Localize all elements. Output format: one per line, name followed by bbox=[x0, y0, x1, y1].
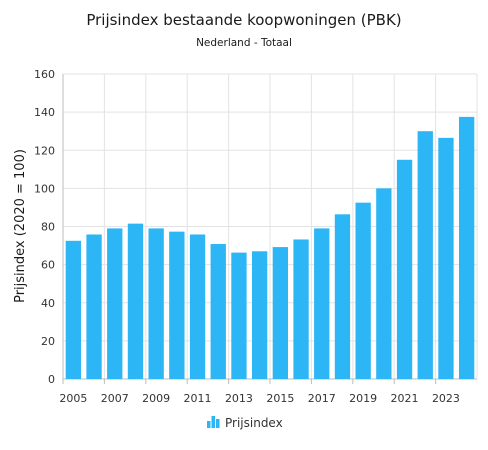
x-tick-label: 2011 bbox=[184, 392, 212, 405]
x-tick-label: 2009 bbox=[142, 392, 170, 405]
bar-2010[interactable] bbox=[169, 231, 185, 379]
bar-2017[interactable] bbox=[314, 228, 330, 379]
y-tick-label: 0 bbox=[48, 373, 55, 386]
bars bbox=[65, 116, 475, 379]
bar-2013[interactable] bbox=[231, 252, 247, 379]
bar-2021[interactable] bbox=[396, 159, 413, 379]
chart-title: Prijsindex bestaande koopwoningen (PBK) bbox=[86, 11, 401, 29]
y-tick-label: 40 bbox=[41, 297, 55, 310]
bar-2018[interactable] bbox=[334, 214, 351, 379]
bar-2006[interactable] bbox=[86, 234, 102, 379]
bar-2005[interactable] bbox=[65, 240, 82, 379]
y-tick-label: 60 bbox=[41, 259, 55, 272]
y-tick-label: 20 bbox=[41, 335, 55, 348]
chart-subtitle: Nederland - Totaal bbox=[196, 37, 292, 49]
bar-2016[interactable] bbox=[293, 239, 309, 379]
x-tick-label: 2017 bbox=[308, 392, 336, 405]
bar-2009[interactable] bbox=[148, 228, 164, 379]
x-tick-label: 2013 bbox=[225, 392, 253, 405]
y-tick-label: 140 bbox=[34, 106, 55, 119]
x-tick-label: 2015 bbox=[266, 392, 294, 405]
x-axis-ticks: 2005 2007 2009 2011 2013 2015 2017 2019 2021 2023 bbox=[59, 379, 460, 405]
legend-label-prijsindex: Prijsindex bbox=[225, 416, 283, 430]
bar-2012[interactable] bbox=[210, 244, 226, 379]
bar-2024[interactable] bbox=[458, 116, 475, 379]
bar-chart-icon bbox=[207, 416, 220, 428]
bar-2014[interactable] bbox=[251, 251, 268, 379]
x-tick-label: 2021 bbox=[391, 392, 419, 405]
bar-2022[interactable] bbox=[417, 131, 433, 379]
bar-2008[interactable] bbox=[127, 223, 144, 379]
y-axis-ticks: 0 20 40 60 80 100 120 140 160 bbox=[34, 68, 55, 386]
y-tick-label: 120 bbox=[34, 144, 55, 157]
bar-2020[interactable] bbox=[376, 188, 392, 379]
y-tick-label: 80 bbox=[41, 221, 55, 234]
x-tick-label: 2007 bbox=[101, 392, 129, 405]
x-tick-label: 2019 bbox=[349, 392, 377, 405]
y-tick-label: 100 bbox=[34, 182, 55, 195]
y-tick-label: 160 bbox=[34, 68, 55, 81]
gridlines bbox=[62, 73, 478, 380]
y-axis-label: Prijsindex (2020 = 100) bbox=[13, 149, 28, 303]
legend[interactable]: Prijsindex bbox=[207, 416, 283, 430]
bar-2023[interactable] bbox=[438, 137, 454, 379]
x-tick-label: 2023 bbox=[432, 392, 460, 405]
bar-2019[interactable] bbox=[355, 202, 371, 379]
bar-2011[interactable] bbox=[189, 234, 206, 379]
bar-2015[interactable] bbox=[272, 247, 289, 379]
x-tick-label: 2005 bbox=[59, 392, 87, 405]
bar-2007[interactable] bbox=[107, 228, 123, 379]
